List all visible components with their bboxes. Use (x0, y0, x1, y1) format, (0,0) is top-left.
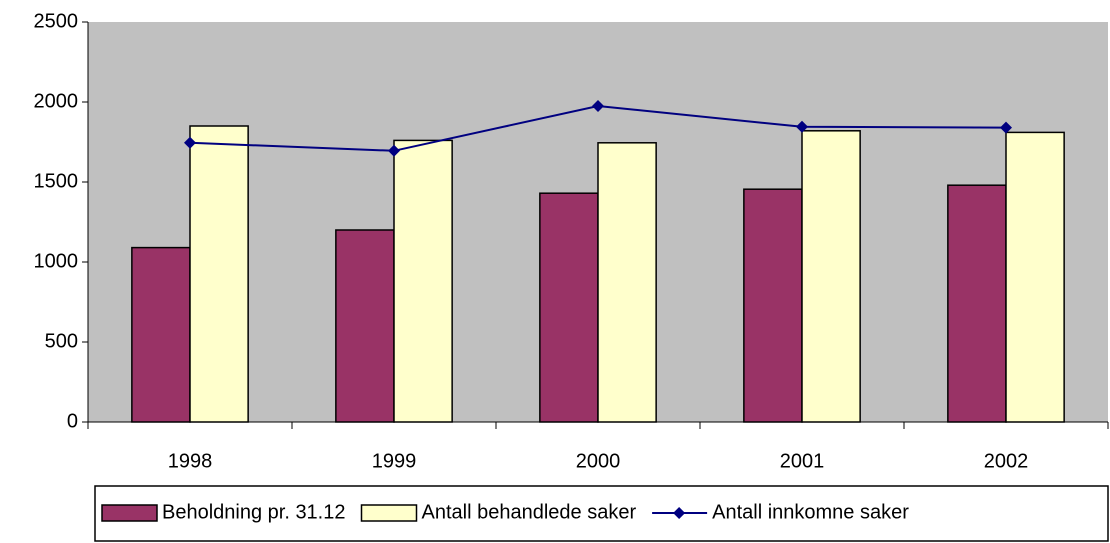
bar (947, 184, 1007, 423)
marker (796, 120, 808, 133)
bar (597, 142, 657, 423)
legend-label: Beholdning pr. 31.12 (162, 501, 346, 523)
marker (1000, 121, 1012, 134)
bar (131, 246, 191, 423)
y-tick-label: 2500 (34, 10, 79, 32)
bar (801, 130, 861, 423)
marker (184, 136, 196, 149)
legend-swatch (101, 504, 158, 522)
marker (592, 100, 604, 112)
legend-marker (673, 507, 686, 519)
marker (388, 144, 400, 157)
x-tick-label: 2000 (576, 450, 621, 472)
x-tick-label: 1998 (168, 450, 213, 472)
legend-label: Antall behandlede saker (422, 501, 637, 523)
bar (743, 188, 803, 423)
y-tick-label: 500 (45, 330, 78, 352)
bar (539, 192, 599, 423)
x-tick-label: 1999 (372, 450, 417, 472)
x-tick-label: 2001 (780, 450, 825, 472)
bar (335, 229, 395, 423)
y-tick-label: 1500 (34, 170, 79, 192)
legend (94, 485, 1109, 542)
bar (1005, 131, 1065, 423)
bar (189, 125, 249, 423)
legend-label: Antall innkomne saker (712, 501, 909, 523)
y-tick-label: 0 (67, 410, 78, 432)
legend-swatch (360, 504, 418, 522)
bar (393, 139, 453, 423)
y-tick-label: 2000 (34, 90, 79, 112)
y-tick-label: 1000 (34, 250, 79, 272)
x-tick-label: 2002 (984, 450, 1029, 472)
